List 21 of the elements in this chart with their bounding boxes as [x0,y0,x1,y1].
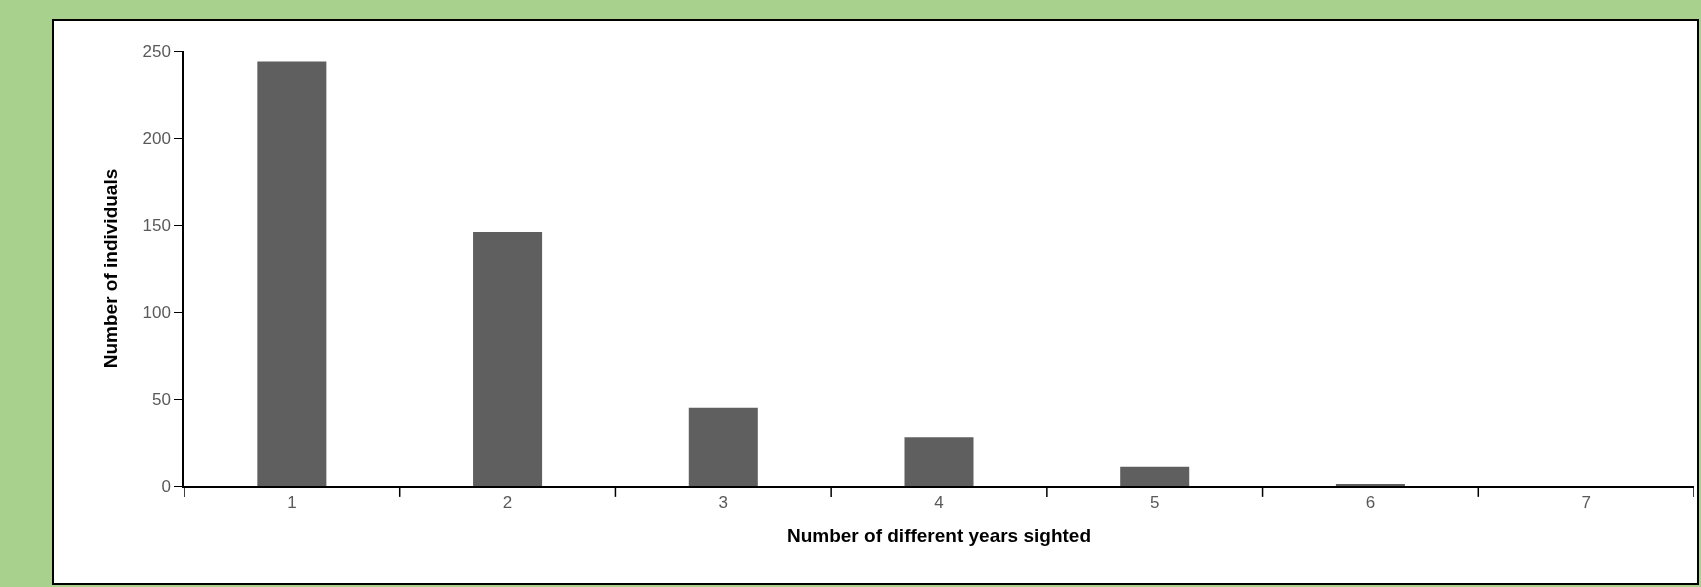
bar [688,407,758,486]
y-tick-label: 150 [142,215,171,235]
bar [1120,466,1190,486]
bar [473,231,543,486]
x-tick-label: 2 [502,493,513,513]
y-tick-label: 0 [161,476,171,496]
y-tick-label: 100 [142,302,171,322]
x-tick-label: 5 [1149,493,1160,513]
bar [904,437,974,486]
y-tick-label: 50 [151,389,171,409]
y-axis-title: Number of individuals [99,168,121,369]
x-tick-label: 6 [1365,493,1376,513]
chart-frame: 1 2 3 4 5 6 7 0 50 100 150 200 250 Number of different years sighted Number of individuals [52,19,1699,585]
y-tick-label: 250 [142,41,171,61]
x-tick-label: 3 [718,493,729,513]
y-tick-label: 200 [142,128,171,148]
x-tick-label: 1 [287,493,297,513]
bar [257,61,327,486]
x-tick-label: 7 [1581,493,1591,513]
x-axis-title: Number of different years sighted [786,525,1092,547]
x-tick-label: 4 [934,493,944,513]
